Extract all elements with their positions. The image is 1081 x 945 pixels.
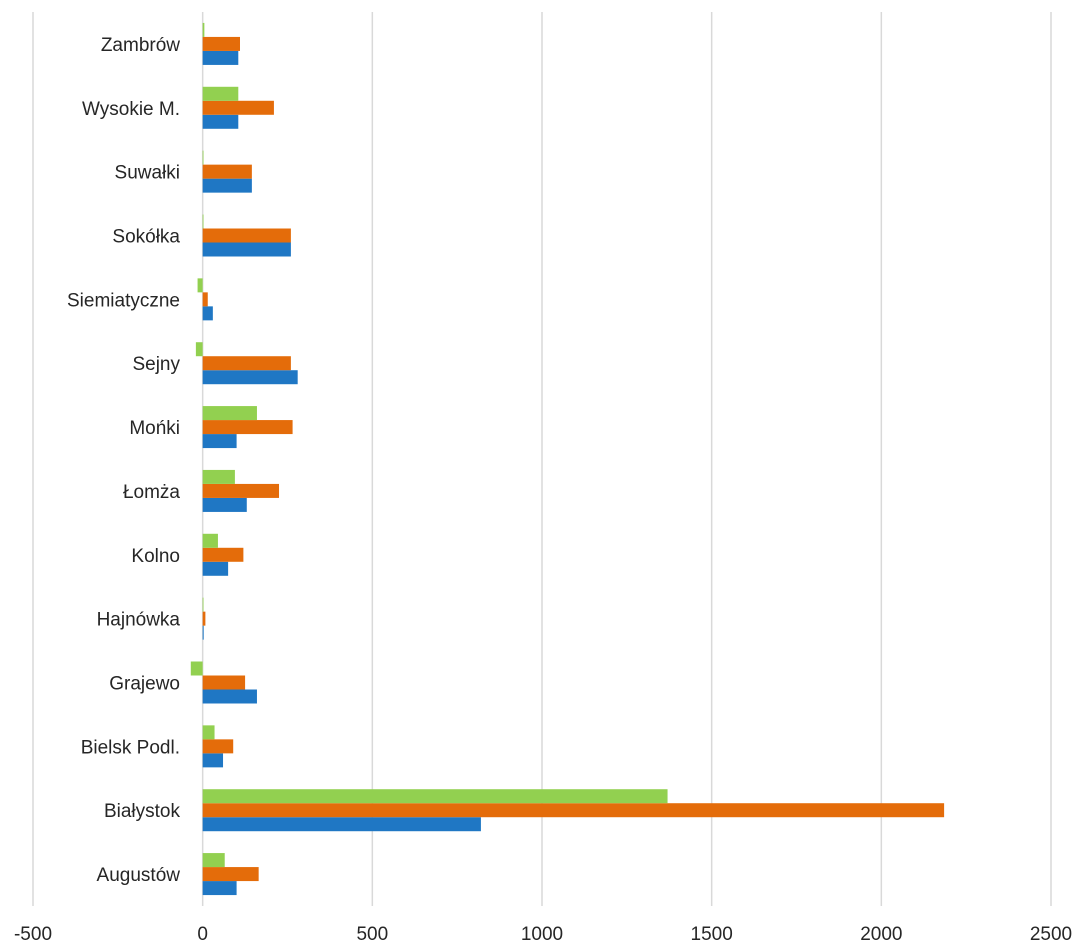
bar-series2-wysokie-m-: [202, 100, 274, 115]
bar-series2-grajewo: [202, 675, 246, 690]
category-label: Siemiatyczne: [67, 290, 180, 311]
bar-series1-augustów: [202, 881, 237, 896]
bar-series1-sejny: [202, 370, 298, 385]
bar-series3-mońki: [202, 406, 257, 421]
category-label: Bielsk Podl.: [81, 737, 180, 758]
category-label: Białystok: [104, 801, 181, 822]
bar-series3-augustów: [202, 853, 225, 868]
bar-series3-suwałki: [202, 150, 204, 165]
bar-series1-łomża: [202, 497, 247, 512]
category-label: Wysokie M.: [82, 99, 180, 120]
bar-series3-zambrów: [202, 22, 205, 37]
bar-series2-siemiatyczne: [202, 292, 208, 307]
bar-series2-białystok: [202, 803, 945, 818]
bar-series2-łomża: [202, 483, 280, 498]
bar-series2-augustów: [202, 867, 259, 882]
category-label: Sokółka: [112, 227, 180, 248]
category-label: Zambrów: [101, 35, 180, 56]
bar-series2-sejny: [202, 356, 291, 371]
bar-series3-sejny: [195, 342, 203, 357]
gridlines: [32, 12, 1052, 906]
bar-series2-hajnówka: [202, 611, 206, 626]
x-tick-label: 1500: [691, 924, 733, 945]
bar-series3-bielsk-podl-: [202, 725, 215, 740]
category-label: Grajewo: [109, 674, 180, 695]
bar-series2-mońki: [202, 420, 293, 435]
bar-series1-białystok: [202, 817, 481, 832]
category-labels: Augustów Białystok Bielsk Podl. Grajewo Hajn…: [67, 35, 180, 886]
category-label: Łomża: [123, 482, 180, 503]
bar-series1-siemiatyczne: [202, 306, 213, 321]
bar-series1-kolno: [202, 561, 229, 576]
bar-series1-grajewo: [202, 689, 257, 704]
bar-series1-zambrów: [202, 50, 239, 65]
category-label: Sejny: [132, 354, 180, 375]
bar-series2-sokółka: [202, 228, 291, 243]
bar-series3-łomża: [202, 469, 235, 484]
bar-series1-hajnówka: [202, 625, 204, 640]
category-label: Mońki: [129, 418, 180, 439]
bar-series1-suwałki: [202, 178, 252, 193]
bar-series3-kolno: [202, 533, 218, 548]
bar-series3-siemiatyczne: [197, 278, 203, 293]
x-tick-label: 2000: [860, 924, 902, 945]
bar-series3-sokółka: [202, 214, 204, 229]
bar-series3-wysokie-m-: [202, 86, 239, 101]
bars: [190, 22, 945, 896]
bar-series1-sokółka: [202, 242, 291, 257]
category-label: Kolno: [131, 546, 180, 567]
bar-series1-bielsk-podl-: [202, 753, 224, 768]
x-tick-label: 0: [197, 924, 208, 945]
x-tick-label: 2500: [1030, 924, 1072, 945]
bar-series1-wysokie-m-: [202, 114, 239, 129]
bar-series2-suwałki: [202, 164, 252, 179]
x-axis-tick-labels: -500 0 500 1000 1500 2000 2500: [14, 924, 1072, 945]
bar-series3-grajewo: [190, 661, 203, 676]
bar-series1-mońki: [202, 434, 237, 449]
bar-series3-hajnówka: [202, 597, 204, 612]
bar-series2-kolno: [202, 547, 244, 562]
bar-series2-bielsk-podl-: [202, 739, 234, 754]
category-label: Hajnówka: [97, 610, 181, 631]
category-label: Suwałki: [115, 163, 180, 184]
bar-series3-białystok: [202, 789, 668, 804]
x-tick-label: 500: [356, 924, 388, 945]
x-tick-label: -500: [14, 924, 52, 945]
x-tick-label: 1000: [521, 924, 563, 945]
category-label: Augustów: [97, 865, 181, 886]
bar-series2-zambrów: [202, 36, 240, 51]
